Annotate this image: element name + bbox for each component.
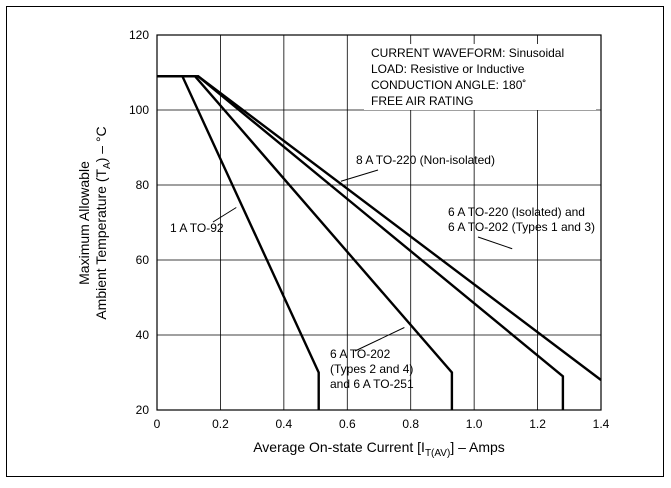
- x-tick-label-6: 1.2: [529, 417, 546, 431]
- y-tick-label-1: 40: [136, 328, 150, 342]
- annotation-text-3-2: 6 A TO-202 (Types 1 and 3): [448, 220, 595, 234]
- condition-waveform: CURRENT WAVEFORM: Sinusoidal: [371, 46, 564, 60]
- annotations: 1 A TO-92 6 A TO-202(Types 2 and 4)and 6 …: [170, 153, 595, 391]
- x-tick-label-7: 1.4: [593, 417, 610, 431]
- x-tick-label-3: 0.6: [339, 417, 356, 431]
- annotation-text-2-2: (Types 2 and 4): [330, 362, 413, 376]
- y-tick-label-0: 20: [136, 403, 150, 417]
- annotation-text-2-1: 6 A TO-202: [330, 347, 391, 361]
- annotation-text-1-1: 1 A TO-92: [170, 221, 224, 235]
- condition-load: LOAD: Resistive or Inductive: [371, 62, 525, 76]
- y-tick-label-2: 60: [136, 253, 150, 267]
- annotation-leader-3: [477, 236, 513, 250]
- condition-angle: CONDUCTION ANGLE: 180˚: [371, 78, 526, 92]
- annotation-text-3-1: 6 A TO-220 (Isolated) and: [448, 205, 585, 219]
- annotation-2: 6 A TO-202(Types 2 and 4)and 6 A TO-251: [330, 327, 414, 391]
- x-tick-label-5: 1.0: [466, 417, 483, 431]
- x-axis-label: Average On-state Current [IT(AV)] – Amps: [253, 439, 505, 459]
- conditions-box: CURRENT WAVEFORM: Sinusoidal LOAD: Resis…: [364, 44, 596, 110]
- annotation-leader-4: [340, 169, 379, 182]
- x-tick-label-2: 0.4: [276, 417, 293, 431]
- annotation-text-2-3: and 6 A TO-251: [330, 377, 414, 391]
- series-lines: [157, 75, 602, 410]
- x-tick-label-0: 0: [154, 417, 161, 431]
- annotation-leader-1: [212, 207, 237, 223]
- condition-rating: FREE AIR RATING: [371, 94, 473, 108]
- y-axis-label-line2: Ambient Temperature (TA) – °C: [93, 126, 113, 319]
- annotation-1: 1 A TO-92: [170, 207, 237, 235]
- y-axis-label-line1: Maximum Allowable: [76, 161, 92, 285]
- series-line-4: [157, 75, 602, 381]
- y-tick-label-4: 100: [129, 103, 149, 117]
- x-tick-label-4: 0.8: [402, 417, 419, 431]
- annotation-4: 8 A TO-220 (Non-isolated): [340, 153, 495, 182]
- y-tick-label-3: 80: [136, 178, 150, 192]
- tick-labels: 0 0.2 0.4 0.6 0.8 1.0 1.2 1.4 20 40 60 80 100 120: [129, 28, 610, 431]
- y-tick-label-5: 120: [129, 28, 149, 42]
- annotation-text-4-1: 8 A TO-220 (Non-isolated): [356, 153, 495, 167]
- annotation-leader-2: [354, 327, 405, 352]
- plot-area-border: [156, 34, 602, 411]
- x-tick-label-1: 0.2: [212, 417, 229, 431]
